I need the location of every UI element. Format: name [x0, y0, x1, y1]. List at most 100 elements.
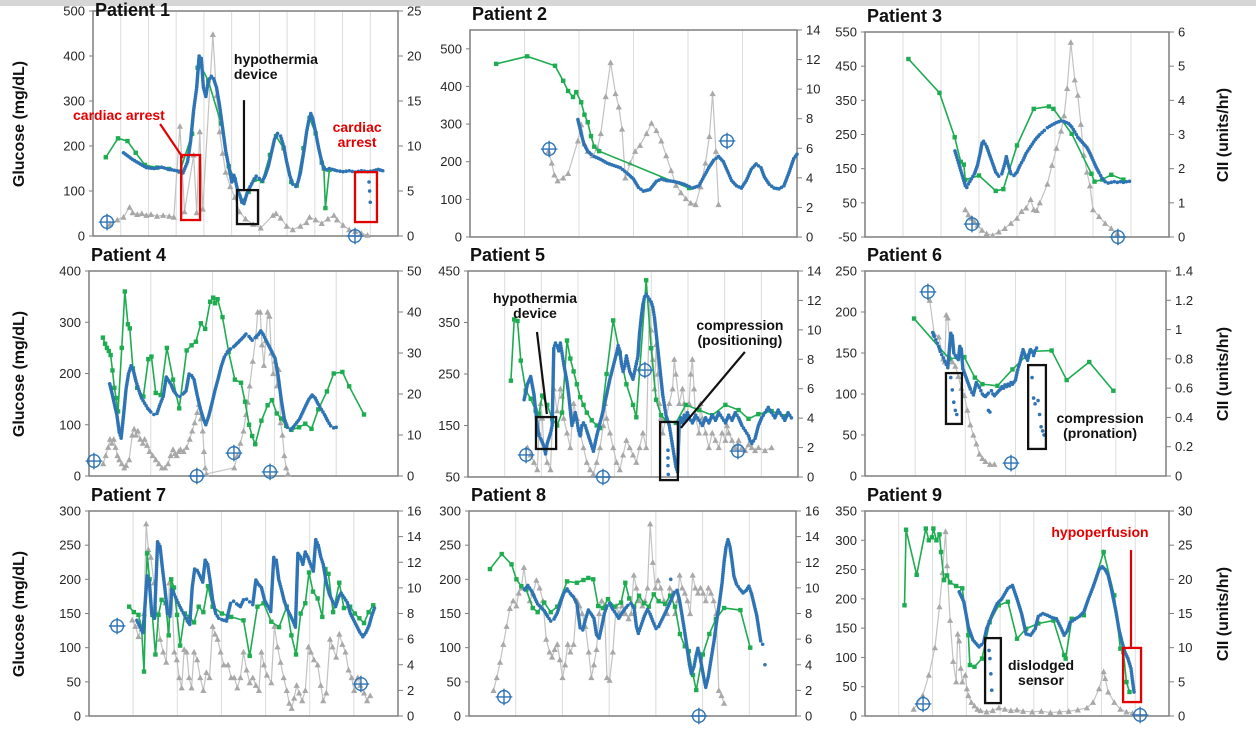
svg-text:350: 350: [835, 93, 857, 108]
svg-text:550: 550: [835, 25, 857, 40]
svg-text:0: 0: [805, 709, 812, 724]
svg-text:300: 300: [59, 315, 81, 330]
svg-text:200: 200: [835, 305, 857, 320]
svg-text:12: 12: [805, 555, 819, 570]
annotation-label: compression (positioning): [696, 316, 784, 348]
svg-text:-50: -50: [838, 230, 857, 245]
panel-title-patient-5: Patient 5: [470, 245, 546, 265]
panel-title-patient-1: Patient 1: [95, 0, 171, 20]
svg-text:12: 12: [407, 555, 421, 570]
svg-text:1.2: 1.2: [1175, 293, 1193, 308]
svg-text:20: 20: [407, 49, 421, 64]
annotation-label: dislodged sensor: [1007, 656, 1075, 688]
annotation-label: compression (pronation): [1056, 410, 1144, 441]
annotation-label: hypothermia device: [233, 50, 318, 82]
svg-text:500: 500: [63, 4, 85, 19]
svg-text:150: 150: [835, 621, 857, 636]
panel-title-patient-7: Patient 7: [91, 485, 167, 505]
svg-text:250: 250: [835, 127, 857, 142]
svg-text:450: 450: [835, 59, 857, 74]
svg-text:6: 6: [1178, 25, 1185, 40]
svg-text:50: 50: [447, 674, 461, 689]
svg-text:8: 8: [805, 606, 812, 621]
panel-title-patient-8: Patient 8: [471, 485, 547, 505]
svg-text:150: 150: [438, 418, 460, 433]
svg-text:0: 0: [407, 229, 414, 244]
svg-text:8: 8: [806, 111, 813, 126]
svg-text:14: 14: [806, 23, 820, 38]
svg-text:250: 250: [438, 367, 460, 382]
svg-text:0: 0: [850, 469, 857, 484]
svg-text:50: 50: [67, 674, 81, 689]
panel-title-patient-2: Patient 2: [472, 4, 548, 24]
svg-text:150: 150: [835, 346, 857, 361]
svg-text:50: 50: [446, 470, 460, 485]
annotation-label: hypoperfusion: [1051, 523, 1149, 540]
svg-text:150: 150: [59, 606, 81, 621]
svg-text:250: 250: [835, 562, 857, 577]
svg-text:3: 3: [1178, 127, 1185, 142]
svg-text:100: 100: [835, 650, 857, 665]
svg-text:100: 100: [59, 417, 81, 432]
svg-text:0: 0: [806, 230, 813, 245]
panel-title-patient-4: Patient 4: [91, 245, 167, 265]
svg-text:14: 14: [407, 529, 421, 544]
svg-text:200: 200: [439, 572, 461, 587]
svg-text:2: 2: [1178, 161, 1185, 176]
svg-text:0: 0: [74, 709, 81, 724]
svg-text:4: 4: [807, 411, 814, 426]
svg-text:400: 400: [440, 79, 462, 94]
svg-text:0.4: 0.4: [1175, 410, 1193, 425]
svg-text:150: 150: [835, 161, 857, 176]
svg-text:10: 10: [1178, 640, 1192, 655]
svg-text:10: 10: [805, 580, 819, 595]
svg-text:5: 5: [1178, 59, 1185, 74]
svg-text:0: 0: [74, 469, 81, 484]
svg-text:50: 50: [407, 264, 421, 279]
svg-text:30: 30: [407, 346, 421, 361]
svg-text:100: 100: [439, 640, 461, 655]
annotation-label: cardiac arrest: [73, 106, 165, 123]
svg-text:10: 10: [807, 322, 821, 337]
svg-text:400: 400: [59, 264, 81, 279]
svg-text:10: 10: [407, 580, 421, 595]
svg-text:2: 2: [407, 683, 414, 698]
svg-text:15: 15: [1178, 606, 1192, 621]
svg-text:10: 10: [407, 428, 421, 443]
svg-text:4: 4: [806, 170, 813, 185]
panel-title-patient-6: Patient 6: [867, 245, 943, 265]
svg-text:0: 0: [78, 229, 85, 244]
window-top-strip: [0, 0, 1256, 6]
svg-text:0: 0: [455, 230, 462, 245]
svg-text:0.8: 0.8: [1175, 351, 1193, 366]
svg-text:400: 400: [63, 49, 85, 64]
svg-text:0.2: 0.2: [1175, 439, 1193, 454]
svg-text:6: 6: [807, 381, 814, 396]
svg-text:450: 450: [438, 264, 460, 279]
svg-text:15: 15: [407, 94, 421, 109]
svg-text:4: 4: [1178, 93, 1185, 108]
svg-text:16: 16: [805, 504, 819, 519]
annotation-label: hypothermia device: [492, 289, 577, 321]
svg-text:0: 0: [850, 709, 857, 724]
svg-text:0: 0: [407, 709, 414, 724]
cii-axis-label-row2: CII (units/hr): [1215, 326, 1232, 421]
svg-text:8: 8: [807, 352, 814, 367]
svg-text:300: 300: [835, 533, 857, 548]
svg-text:200: 200: [835, 591, 857, 606]
svg-text:0: 0: [1178, 230, 1185, 245]
svg-text:250: 250: [439, 538, 461, 553]
svg-text:4: 4: [805, 657, 812, 672]
svg-text:1: 1: [1178, 195, 1185, 210]
svg-text:8: 8: [407, 606, 414, 621]
svg-text:300: 300: [59, 504, 81, 519]
glucose-axis-label-row3: Glucose (mg/dL): [11, 550, 28, 677]
svg-text:12: 12: [806, 52, 820, 67]
svg-text:12: 12: [807, 293, 821, 308]
svg-text:1.4: 1.4: [1175, 264, 1193, 279]
svg-text:300: 300: [439, 504, 461, 519]
svg-text:20: 20: [1178, 572, 1192, 587]
panel-title-patient-3: Patient 3: [867, 6, 943, 26]
svg-text:50: 50: [843, 195, 857, 210]
